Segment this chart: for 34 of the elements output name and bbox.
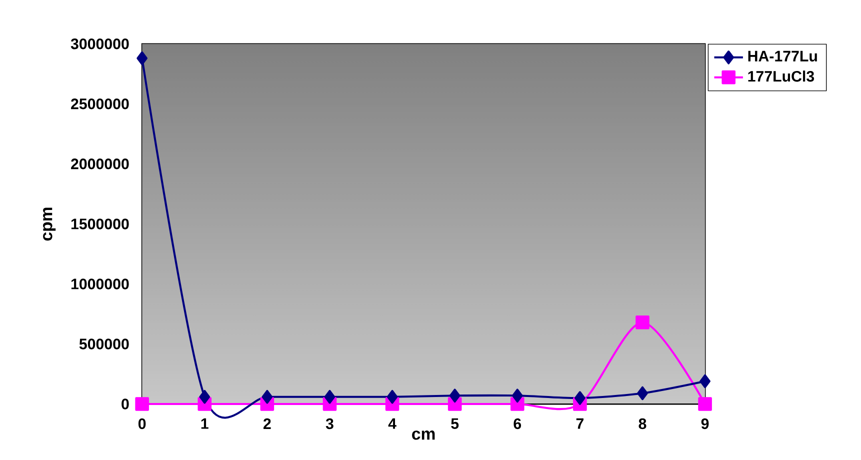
point	[636, 316, 650, 330]
x-tick-label: 6	[514, 418, 522, 430]
y-tick-label: 0	[122, 398, 129, 410]
y-tick-label: 1000000	[71, 278, 129, 290]
point	[574, 391, 586, 405]
y-tick-label: 2500000	[71, 98, 129, 110]
y-axis-title: cpm	[43, 208, 56, 241]
x-tick-label: 1	[201, 418, 208, 429]
legend-label: 177LuCl3	[748, 70, 814, 82]
point	[324, 390, 336, 404]
x-tick-label: 9	[701, 418, 709, 430]
point	[637, 386, 648, 400]
point	[136, 51, 148, 66]
x-tick-label: 0	[138, 418, 146, 430]
point	[698, 397, 712, 411]
x-tick-label: 4	[388, 418, 396, 429]
x-tick-label: 7	[576, 418, 584, 429]
point	[199, 390, 210, 404]
x-tick-label: 5	[451, 418, 459, 429]
x-tick-label: 3	[326, 418, 334, 430]
x-tick-label: 8	[638, 418, 646, 430]
y-tick-label: 1500000	[71, 218, 129, 230]
y-tick-label: 2000000	[71, 158, 129, 170]
point	[512, 388, 523, 403]
y-tick-label: 3000000	[70, 38, 129, 50]
point	[386, 390, 398, 404]
legend-label: HA-177Lu	[748, 50, 817, 62]
point	[449, 388, 460, 403]
point	[700, 374, 710, 388]
x-tick-label: 2	[264, 418, 271, 429]
point	[135, 397, 149, 411]
y-tick-label: 500000	[79, 338, 129, 350]
point	[262, 390, 273, 404]
x-axis-title: cm	[412, 430, 435, 440]
